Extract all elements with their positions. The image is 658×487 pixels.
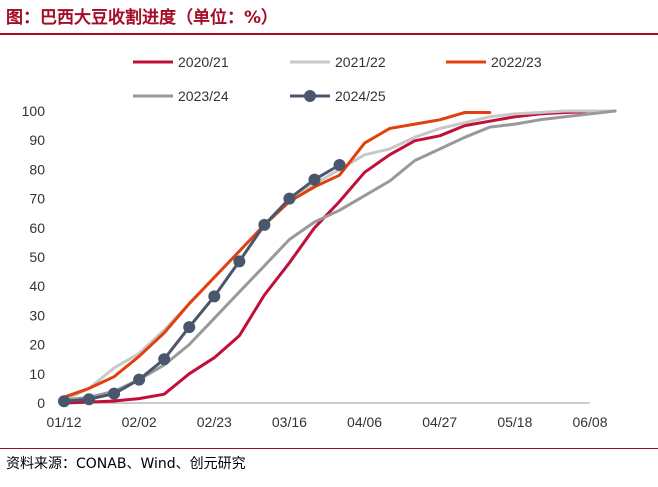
series-line-2020-21 (62, 109, 617, 405)
source-note: 资料来源：CONAB、Wind、创元研究 (6, 456, 246, 472)
y-tick-label: 40 (29, 278, 45, 294)
series-point-2024-25 (208, 290, 221, 303)
chart-axes: 0 10 20 30 40 50 60 70 80 90 100 01/12 02/02 02/23 03/… (22, 103, 608, 430)
series-line-2021-22 (62, 109, 617, 402)
source-rule (0, 448, 658, 449)
legend-label: 2020/21 (178, 54, 229, 70)
y-tick-label: 0 (37, 395, 45, 411)
chart-title: 图：巴西大豆收割进度（单位：%） (6, 8, 279, 28)
series-point-2024-25 (233, 255, 246, 268)
legend-label: 2023/24 (178, 88, 229, 104)
series-layer (58, 109, 617, 408)
x-tick-label: 01/12 (46, 414, 81, 430)
x-tick-label: 02/02 (122, 414, 157, 430)
y-tick-label: 90 (29, 132, 45, 148)
x-tick-label: 05/18 (497, 414, 532, 430)
series-point-2024-25 (58, 395, 70, 408)
x-tick-label: 02/23 (197, 414, 232, 430)
legend-label: 2024/25 (335, 88, 386, 104)
y-tick-label: 20 (29, 337, 45, 353)
x-tick-label: 04/06 (347, 414, 382, 430)
y-tick-label: 100 (22, 103, 46, 119)
y-tick-label: 60 (29, 220, 45, 236)
x-tick-label: 03/16 (272, 414, 307, 430)
y-tick-label: 10 (29, 366, 45, 382)
series-point-2024-25 (283, 192, 296, 205)
y-tick-label: 80 (29, 161, 45, 177)
series-point-2024-25 (83, 393, 96, 406)
legend-label: 2021/22 (335, 54, 386, 70)
y-tick-label: 70 (29, 191, 45, 207)
series-point-2024-25 (133, 373, 146, 386)
series-point-2024-25 (308, 173, 321, 186)
chart-legend: 2020/21 2021/22 2022/23 2023/24 2024/25 (133, 54, 542, 104)
series-point-2024-25 (108, 387, 121, 400)
series-point-2024-25 (333, 159, 346, 172)
y-tick-label: 50 (29, 249, 45, 265)
series-point-2024-25 (258, 218, 271, 231)
title-rule (0, 33, 658, 35)
x-tick-label: 06/08 (572, 414, 607, 430)
legend-marker (304, 90, 316, 102)
x-tick-label: 04/27 (422, 414, 457, 430)
series-line-2023-24 (62, 109, 617, 402)
series-point-2024-25 (158, 353, 171, 366)
series-point-2024-25 (183, 321, 196, 334)
legend-label: 2022/23 (491, 54, 542, 70)
y-tick-label: 30 (29, 307, 45, 323)
